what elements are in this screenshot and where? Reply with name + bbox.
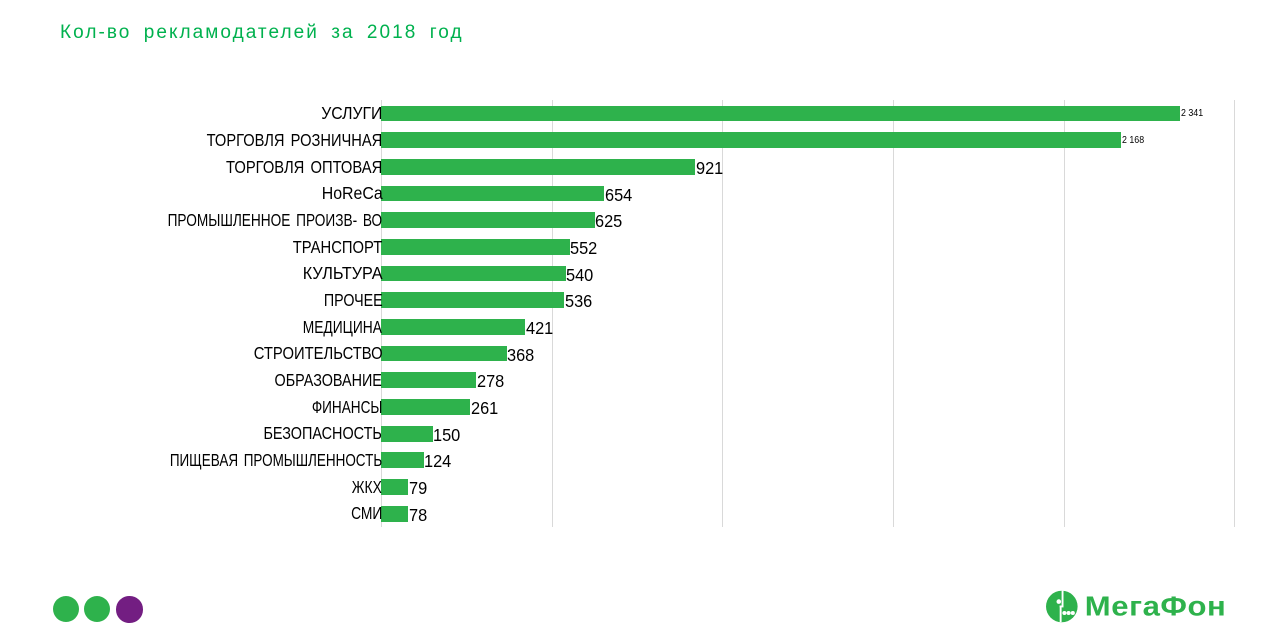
svg-text:МегаФон: МегаФон — [1085, 591, 1227, 622]
